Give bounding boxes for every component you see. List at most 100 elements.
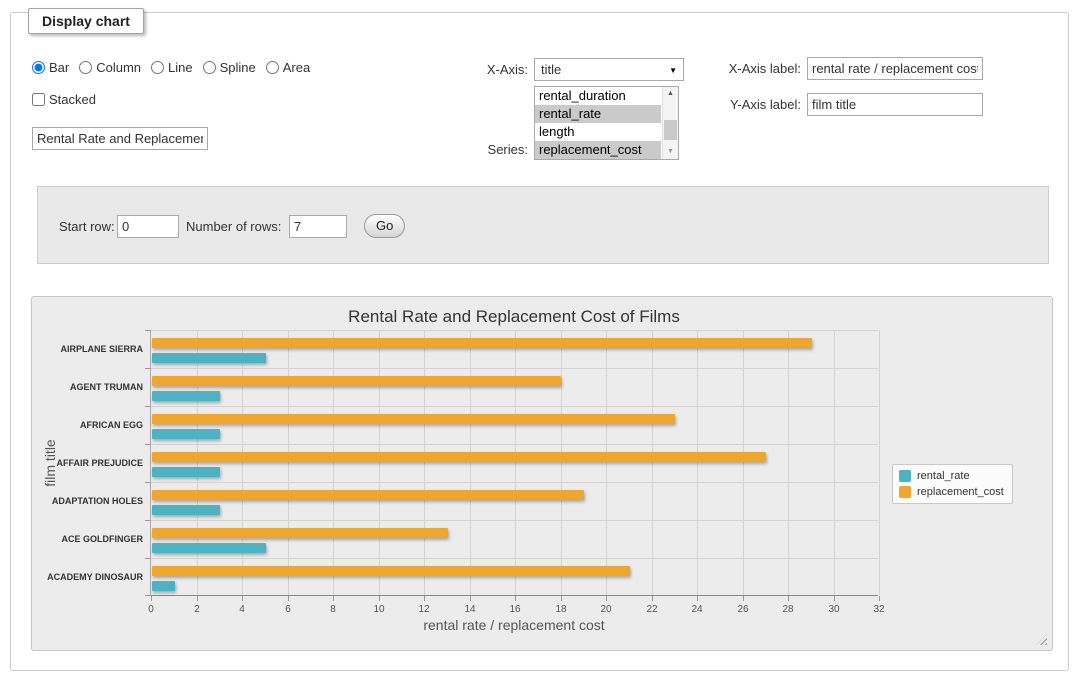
x-gridline xyxy=(652,330,653,595)
y-tick-mark xyxy=(145,520,151,521)
x-tick-label: 22 xyxy=(632,604,672,615)
x-gridline xyxy=(242,330,243,595)
x-tick-mark xyxy=(788,596,789,601)
x-tick-label: 28 xyxy=(768,604,808,615)
bar-replacement_cost xyxy=(152,566,630,576)
x-tick-mark xyxy=(515,596,516,601)
start-row-input[interactable] xyxy=(117,215,179,238)
x-tick-label: 14 xyxy=(450,604,490,615)
bar-radio[interactable] xyxy=(32,61,45,74)
bar-replacement_cost xyxy=(152,414,675,424)
x-tick-label: 16 xyxy=(495,604,535,615)
area-radio[interactable] xyxy=(266,61,279,74)
x-tick-label: 12 xyxy=(404,604,444,615)
category-label: AIRPLANE SIERRA xyxy=(35,343,143,355)
stacked-checkbox[interactable] xyxy=(32,93,45,106)
x-tick-label: 18 xyxy=(541,604,581,615)
series-option-rental-rate[interactable]: rental_rate xyxy=(535,105,661,123)
number-of-rows-input[interactable] xyxy=(289,215,347,238)
series-option-rental-duration[interactable]: rental_duration xyxy=(535,87,661,105)
scroll-up-icon[interactable]: ▲ xyxy=(663,87,678,101)
plot-area: 02468101214161820222426283032AIRPLANE SI… xyxy=(150,330,878,596)
y-axis-label-label: Y-Axis label: xyxy=(709,97,801,112)
go-button[interactable]: Go xyxy=(364,214,405,238)
x-tick-mark xyxy=(561,596,562,601)
chart-container: Rental Rate and Replacement Cost of Film… xyxy=(31,296,1053,651)
x-tick-mark xyxy=(470,596,471,601)
spline-radio[interactable] xyxy=(203,61,216,74)
x-tick-label: 4 xyxy=(222,604,262,615)
scrollbar-thumb[interactable] xyxy=(664,120,677,140)
chart-title-input[interactable] xyxy=(32,127,208,150)
area-radio-label: Area xyxy=(283,60,310,75)
y-tick-mark xyxy=(145,330,151,331)
series-listbox[interactable]: rental_duration rental_rate length repla… xyxy=(534,86,679,160)
x-gridline xyxy=(424,330,425,595)
scroll-down-icon[interactable]: ▼ xyxy=(663,145,678,159)
x-tick-mark xyxy=(151,596,152,601)
chart-type-spline[interactable]: Spline xyxy=(203,60,256,75)
y-gridline xyxy=(151,406,878,407)
chart-type-column[interactable]: Column xyxy=(79,60,141,75)
chart-type-area[interactable]: Area xyxy=(266,60,310,75)
fieldset-legend: Display chart xyxy=(28,8,144,34)
x-tick-label: 20 xyxy=(586,604,626,615)
y-axis-label-input[interactable] xyxy=(807,93,983,116)
y-gridline xyxy=(151,368,878,369)
bar-replacement_cost xyxy=(152,490,584,500)
stacked-option[interactable]: Stacked xyxy=(32,92,96,107)
bar-rental_rate xyxy=(152,353,266,363)
series-option-replacement-cost[interactable]: replacement_cost xyxy=(535,141,661,159)
x-axis-label-input[interactable] xyxy=(807,57,983,80)
y-tick-mark xyxy=(145,482,151,483)
resize-handle-icon[interactable] xyxy=(1036,634,1047,645)
x-gridline xyxy=(697,330,698,595)
x-tick-mark xyxy=(379,596,380,601)
category-label: ADAPTATION HOLES xyxy=(35,495,143,507)
x-gridline xyxy=(515,330,516,595)
stacked-label: Stacked xyxy=(49,92,96,107)
bar-rental_rate xyxy=(152,429,220,439)
chart-type-bar[interactable]: Bar xyxy=(32,60,69,75)
x-gridline xyxy=(333,330,334,595)
column-radio[interactable] xyxy=(79,61,92,74)
x-tick-mark xyxy=(333,596,334,601)
x-tick-mark xyxy=(197,596,198,601)
bar-rental_rate xyxy=(152,505,220,515)
x-gridline xyxy=(606,330,607,595)
x-tick-mark xyxy=(652,596,653,601)
bar-rental_rate xyxy=(152,581,175,591)
bar-replacement_cost xyxy=(152,528,448,538)
replacement-cost-swatch-icon xyxy=(899,486,911,498)
category-label: ACE GOLDFINGER xyxy=(35,533,143,545)
x-gridline xyxy=(470,330,471,595)
x-tick-label: 10 xyxy=(359,604,399,615)
x-gridline xyxy=(561,330,562,595)
listbox-scrollbar[interactable]: ▲ ▼ xyxy=(662,87,678,159)
x-gridline xyxy=(197,330,198,595)
chart-type-line[interactable]: Line xyxy=(151,60,193,75)
category-label: AGENT TRUMAN xyxy=(35,381,143,393)
x-tick-label: 2 xyxy=(177,604,217,615)
x-axis-label-label: X-Axis label: xyxy=(709,61,801,76)
category-label: AFFAIR PREJUDICE xyxy=(35,457,143,469)
line-radio[interactable] xyxy=(151,61,164,74)
x-tick-label: 8 xyxy=(313,604,353,615)
x-tick-mark xyxy=(879,596,880,601)
x-axis-select[interactable]: title ▼ xyxy=(534,58,684,81)
legend-item-replacement-cost[interactable]: replacement_cost xyxy=(899,486,1004,498)
bar-rental_rate xyxy=(152,543,266,553)
x-gridline xyxy=(879,330,880,595)
x-tick-mark xyxy=(242,596,243,601)
x-tick-mark xyxy=(743,596,744,601)
x-gridline xyxy=(834,330,835,595)
row-controls-panel: Start row: Number of rows: Go xyxy=(37,186,1049,264)
bar-replacement_cost xyxy=(152,338,812,348)
legend-item-rental-rate[interactable]: rental_rate xyxy=(899,470,1004,482)
number-of-rows-label: Number of rows: xyxy=(186,219,281,234)
series-option-length[interactable]: length xyxy=(535,123,661,141)
rental-rate-swatch-icon xyxy=(899,470,911,482)
category-label: AFRICAN EGG xyxy=(35,419,143,431)
x-axis-select-label: X-Axis: xyxy=(441,62,528,77)
x-tick-mark xyxy=(697,596,698,601)
